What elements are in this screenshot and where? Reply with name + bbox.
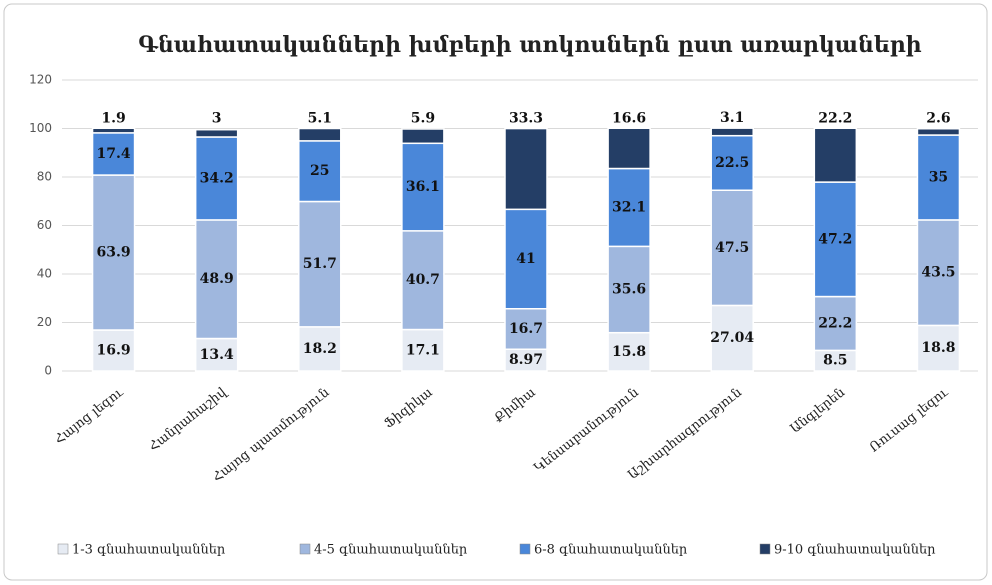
chart-title: Գնահատականների խմբերի տոկոսներն ըստ առար…	[138, 32, 921, 58]
bar-segment	[401, 328, 445, 372]
data-label: 32.1	[612, 199, 646, 215]
data-label: 47.2	[818, 231, 852, 247]
data-label: 18.8	[921, 340, 955, 356]
data-label: 18.2	[303, 341, 337, 357]
data-label: 48.9	[200, 271, 234, 287]
bar-segment	[710, 127, 754, 137]
bar-segment	[813, 181, 858, 298]
bar-segment	[607, 331, 651, 372]
legend-label: 1-3 գնահատականներ	[72, 543, 226, 558]
data-label: 33.3	[509, 111, 543, 127]
bar-segment	[504, 308, 548, 350]
bar-segment	[194, 219, 239, 340]
legend-swatch	[759, 543, 771, 555]
data-label: 15.8	[612, 344, 646, 360]
data-label: 27.04	[710, 330, 754, 346]
legend-label: 6-8 գնահատականներ	[534, 543, 688, 558]
data-label: 22.5	[715, 155, 749, 171]
bar-segment	[607, 167, 651, 248]
data-label: 47.5	[715, 240, 749, 256]
data-label: 36.1	[406, 179, 440, 195]
bar-segment	[813, 127, 858, 183]
data-label: 5.9	[411, 111, 435, 127]
data-label: 43.5	[921, 265, 955, 281]
bar-segment	[710, 189, 754, 307]
bar-segment	[401, 142, 445, 232]
legend-label: 4-5 գնահատականներ	[314, 543, 468, 558]
y-tick-label: 0	[44, 364, 52, 378]
y-tick-label: 40	[37, 267, 52, 281]
data-label: 16.9	[97, 343, 131, 359]
legend-swatch	[57, 543, 69, 555]
data-label: 16.6	[612, 110, 646, 126]
data-label: 35	[929, 169, 948, 185]
bar-segment	[401, 230, 445, 331]
data-label: 41	[516, 251, 535, 267]
bar-segment	[916, 127, 961, 136]
data-label: 34.2	[200, 170, 234, 186]
data-label: 1.9	[101, 110, 125, 126]
legend-swatch	[519, 543, 531, 555]
y-tick-label: 100	[29, 121, 52, 135]
y-tick-label: 20	[37, 315, 52, 329]
data-label: 40.7	[406, 272, 440, 288]
y-tick-label: 60	[37, 218, 52, 232]
bar-segment	[298, 200, 342, 328]
bar-segment	[298, 140, 342, 203]
data-label: 35.6	[612, 282, 646, 298]
data-label: 5.1	[308, 111, 332, 127]
bar-segment	[91, 132, 136, 176]
legend-swatch	[299, 543, 311, 555]
bar-segment	[298, 127, 342, 142]
bar-segment	[194, 128, 239, 138]
bar-segment	[504, 208, 548, 310]
bar-segment	[401, 128, 445, 145]
data-label: 16.7	[509, 321, 543, 337]
data-label: 3	[212, 111, 222, 127]
bar-segment	[194, 337, 239, 372]
data-label: 13.4	[200, 347, 234, 363]
data-label: 22.2	[818, 315, 852, 331]
data-label: 22.2	[818, 110, 852, 126]
legend-label: 9-10 գնահատականներ	[774, 543, 936, 558]
data-label: 3.1	[720, 110, 744, 126]
data-label: 51.7	[303, 256, 337, 272]
data-label: 17.1	[406, 342, 440, 358]
bar-segment	[194, 136, 239, 221]
bar-segment	[607, 245, 651, 334]
bar-segment	[91, 127, 136, 134]
data-label: 63.9	[97, 245, 131, 261]
y-tick-label: 80	[37, 170, 52, 184]
data-label: 8.5	[823, 353, 847, 369]
bar-segment	[504, 127, 548, 211]
data-label: 2.6	[926, 111, 950, 127]
data-label: 8.97	[509, 352, 543, 368]
data-label: 25	[310, 163, 329, 179]
y-tick-label: 120	[29, 73, 52, 87]
data-label: 17.4	[97, 146, 131, 162]
bar-segment	[813, 295, 858, 352]
bar-segment	[710, 134, 754, 191]
bar-segment	[607, 127, 651, 170]
